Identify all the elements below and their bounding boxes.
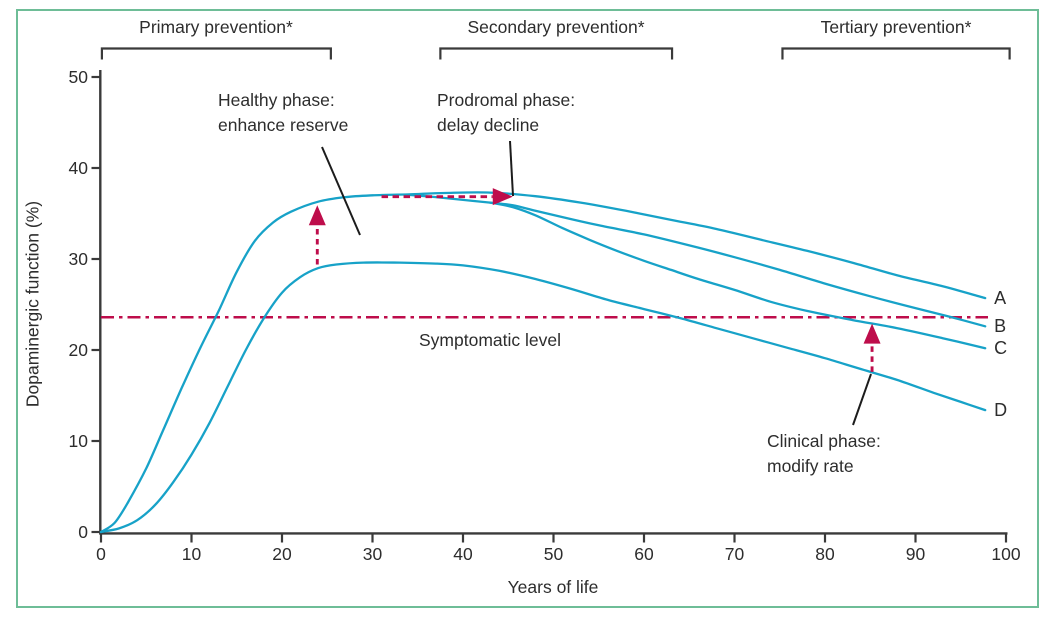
phase-label-tertiary: Tertiary prevention* [820, 17, 972, 37]
annotation-pointer-line-2 [852, 373, 872, 426]
curve-label-b: B [994, 316, 1007, 337]
annotation-clinical-line1: Clinical phase: [767, 431, 881, 451]
annotation-healthy-line1: Healthy phase: [218, 90, 335, 110]
curve-b [407, 193, 987, 328]
y-tick-label: 50 [68, 67, 88, 87]
x-tick-label: 40 [453, 544, 473, 564]
y-tick-label: 0 [78, 522, 88, 542]
figure-frame [16, 9, 1039, 608]
annotation-clinical-phase: Clinical phase: modify rate [767, 429, 881, 479]
healthy-phase-arrow-head [308, 205, 326, 226]
clinical-phase-arrow-head [863, 323, 881, 344]
y-tick-label: 20 [68, 340, 88, 360]
x-tick-label: 30 [362, 544, 383, 564]
annotation-pointer-line-0 [321, 146, 361, 236]
phase-label-primary: Primary prevention* [139, 17, 293, 37]
annotation-healthy-phase: Healthy phase: enhance reserve [218, 88, 348, 138]
y-tick-label: 30 [68, 249, 88, 269]
x-tick-label: 0 [96, 544, 106, 564]
x-tick-label: 70 [724, 544, 745, 564]
curve-c [488, 201, 987, 350]
x-axis-title: Years of life [507, 577, 599, 597]
annotation-healthy-line2: enhance reserve [218, 115, 349, 135]
x-tick-label: 60 [634, 544, 654, 564]
curve-label-d: D [994, 400, 1008, 421]
phase-label-secondary: Secondary prevention* [467, 17, 645, 37]
x-tick-label: 50 [543, 544, 564, 564]
curve-label-a: A [994, 288, 1007, 309]
phase-bracket-1 [439, 47, 674, 60]
annotation-pointer-line-1 [509, 140, 514, 197]
prodromal-phase-arrow-head [492, 188, 513, 206]
annotation-clinical-line2: modify rate [767, 456, 854, 476]
y-axis-title: Dopaminergic function (%) [22, 200, 43, 408]
x-tick-label: 20 [272, 544, 292, 564]
y-tick-label: 10 [68, 431, 88, 451]
symptomatic-level-label: Symptomatic level [419, 330, 561, 350]
annotation-prodromal-line1: Prodromal phase: [437, 90, 576, 110]
annotation-prodromal-phase: Prodromal phase: delay decline [437, 88, 575, 138]
x-tick-label: 80 [815, 544, 835, 564]
curve-d [99, 261, 987, 534]
curve-label-c: C [994, 338, 1008, 359]
phase-bracket-0 [100, 47, 332, 60]
x-tick-label: 90 [905, 544, 926, 564]
y-tick-label: 40 [68, 158, 88, 178]
x-tick-label: 100 [991, 544, 1021, 564]
annotation-prodromal-line2: delay decline [437, 115, 540, 135]
phase-bracket-2 [781, 47, 1011, 60]
x-tick-label: 10 [181, 544, 202, 564]
curve-a [99, 191, 987, 534]
